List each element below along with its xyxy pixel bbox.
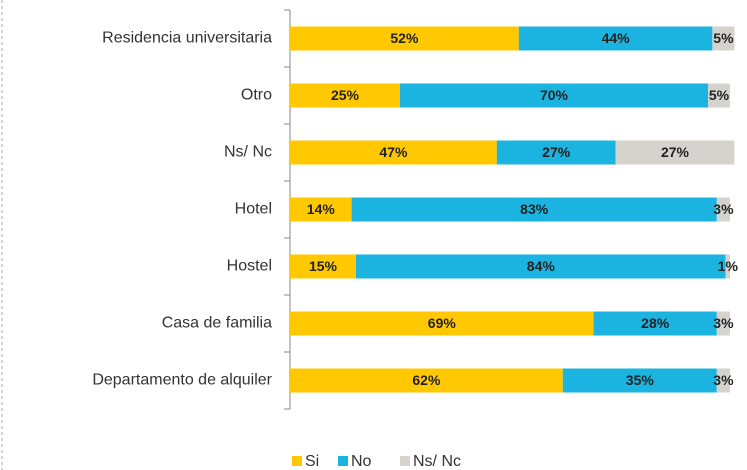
legend-swatch [338, 456, 348, 466]
bar-segment [716, 311, 730, 336]
value-label: 3% [713, 315, 734, 331]
category-label: Otro [241, 87, 272, 104]
value-label: 14% [307, 201, 336, 217]
value-label: 25% [331, 87, 360, 103]
value-label: 28% [641, 315, 670, 331]
legend-label: No [351, 453, 372, 470]
bar-segment [496, 140, 616, 165]
category-label: Ns/ Nc [224, 144, 272, 161]
bar-segment [716, 197, 730, 222]
value-label: 69% [428, 315, 457, 331]
bar-segment [708, 83, 730, 108]
legend-swatch [400, 456, 410, 466]
value-label: 5% [713, 30, 734, 46]
value-label: 83% [520, 201, 549, 217]
bar-segment [518, 26, 713, 51]
value-label: 70% [540, 87, 569, 103]
bar-segment [716, 368, 730, 393]
legend-label: Si [305, 453, 319, 470]
bar-segment [290, 140, 497, 165]
bar-segment [351, 197, 717, 222]
bar-segment [290, 254, 356, 279]
value-label: 3% [713, 372, 734, 388]
value-label: 5% [709, 87, 730, 103]
bar-segment [400, 83, 708, 108]
bar-segment [290, 26, 519, 51]
value-label: 27% [542, 144, 571, 160]
bar-segment [290, 83, 400, 108]
bar-segment [290, 311, 594, 336]
value-label: 52% [390, 30, 419, 46]
value-label: 15% [309, 258, 338, 274]
category-label: Departamento de alquiler [92, 372, 272, 389]
bar-segment [290, 368, 563, 393]
bar-segment [290, 197, 352, 222]
category-label: Hostel [227, 258, 272, 275]
value-label: 84% [527, 258, 556, 274]
value-label: 62% [412, 372, 441, 388]
bar-segment [712, 26, 735, 51]
bar-segment [356, 254, 726, 279]
value-label: 1% [718, 258, 739, 274]
category-label: Residencia universitaria [102, 30, 272, 47]
bar-segment [562, 368, 717, 393]
bar-segment [725, 254, 730, 279]
value-label: 44% [602, 30, 631, 46]
bar-segment [615, 140, 735, 165]
legend-swatch [292, 456, 302, 466]
bar-segment [593, 311, 717, 336]
category-label: Casa de familia [162, 315, 272, 332]
value-label: 35% [626, 372, 655, 388]
value-label: 47% [379, 144, 408, 160]
value-label: 27% [661, 144, 690, 160]
value-label: 3% [713, 201, 734, 217]
legend-label: Ns/ Nc [413, 453, 461, 470]
category-label: Hotel [235, 201, 272, 218]
